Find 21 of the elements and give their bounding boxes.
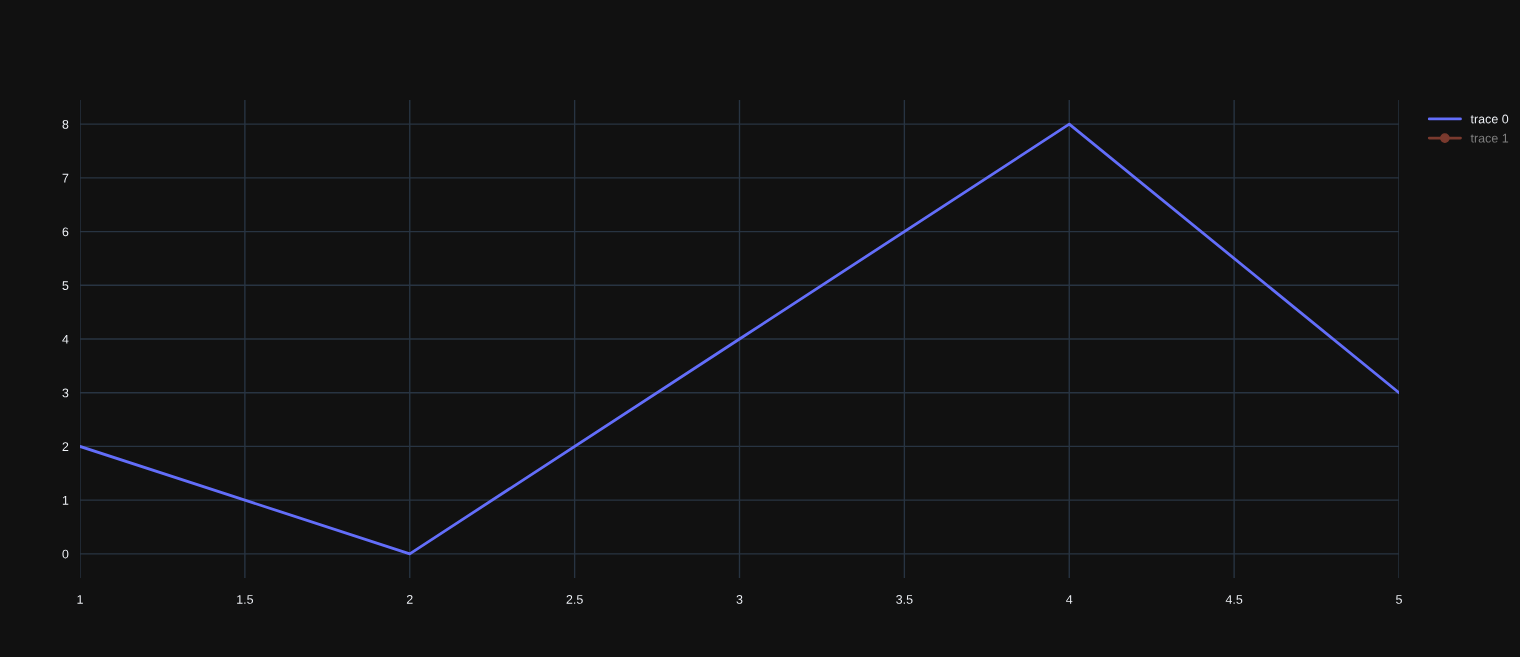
legend-label: trace 1 bbox=[1470, 133, 1509, 143]
legend-label: trace 0 bbox=[1470, 114, 1509, 124]
x-tick-label: 4 bbox=[1066, 595, 1073, 604]
x-tick-label: 1 bbox=[77, 595, 83, 604]
y-tick-label: 3 bbox=[62, 388, 69, 398]
y-tick-label: 0 bbox=[62, 549, 69, 559]
x-tick-label: 5 bbox=[1396, 595, 1402, 604]
line-series bbox=[80, 122, 1399, 556]
x-tick-label: 3.5 bbox=[896, 595, 913, 604]
x-tick-label: 2 bbox=[406, 595, 413, 604]
y-tick-label: 6 bbox=[62, 227, 69, 237]
y-tick-label: 5 bbox=[62, 281, 69, 290]
x-tick-label: 1.5 bbox=[237, 595, 254, 604]
y-tick-label: 1 bbox=[62, 496, 69, 505]
y-tick-label: 2 bbox=[62, 442, 69, 451]
x-tick-label: 2.5 bbox=[566, 595, 583, 604]
y-tick-label: 7 bbox=[62, 173, 69, 183]
x-tick-label: 3 bbox=[736, 595, 743, 604]
y-tick-label: 8 bbox=[62, 119, 69, 129]
y-tick-label: 4 bbox=[62, 334, 69, 344]
x-tick-label: 4.5 bbox=[1225, 595, 1243, 604]
